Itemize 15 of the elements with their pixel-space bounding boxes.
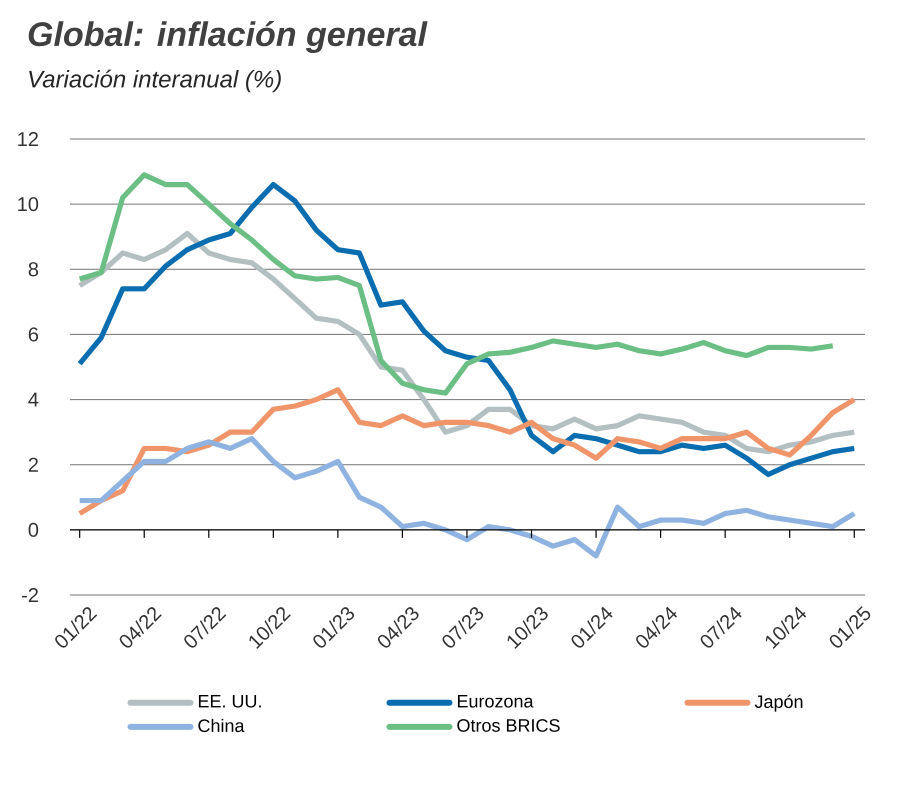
legend-label: China bbox=[198, 718, 244, 732]
y-tick-label: 12 bbox=[18, 132, 38, 146]
y-tick-label: 8 bbox=[28, 262, 38, 276]
y-tick-label: 6 bbox=[28, 327, 38, 342]
chart-subtitle: Variación interanual (%) bbox=[29, 70, 281, 92]
legend-label: Eurozona bbox=[458, 695, 534, 708]
y-tick-label: 0 bbox=[28, 522, 38, 537]
legend-label: Japón bbox=[754, 694, 802, 712]
y-tick-label: 4 bbox=[28, 392, 38, 406]
y-tick-label: -2 bbox=[22, 588, 38, 602]
y-tick-label: 2 bbox=[28, 458, 38, 472]
legend-label: EE. UU. bbox=[198, 695, 261, 708]
chart-title: Global: inflación general bbox=[28, 20, 428, 53]
legend-label: Otros BRICS bbox=[457, 719, 560, 732]
y-tick-label: 10 bbox=[18, 197, 38, 212]
